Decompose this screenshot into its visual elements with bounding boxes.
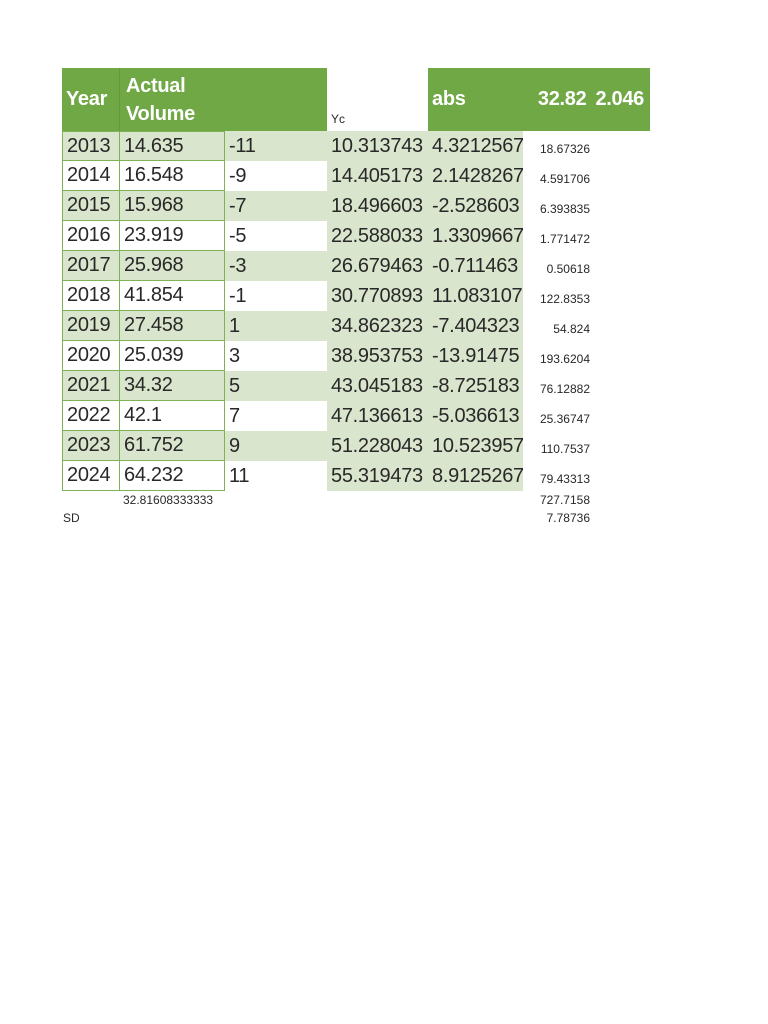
cell-squared-deviation: 0.50618 bbox=[523, 251, 592, 281]
cell-yc-trend: 30.770893 bbox=[327, 281, 428, 311]
cell-yc-trend: 43.045183 bbox=[327, 371, 428, 401]
cell-year: 2020 bbox=[62, 341, 119, 371]
cell-actual-volume: 15.968 bbox=[119, 191, 225, 221]
cell-year: 2016 bbox=[62, 221, 119, 251]
header-band-left: Year Actual Volume bbox=[62, 68, 327, 131]
cell-actual-volume: 23.919 bbox=[119, 221, 225, 251]
table-row: 2015 15.968 -7 18.496603 -2.528603 6.393… bbox=[62, 191, 592, 221]
cell-yc-trend: 38.953753 bbox=[327, 341, 428, 371]
cell-actual-volume: 14.635 bbox=[119, 131, 225, 161]
cell-abs-deviation: 8.9125267 bbox=[428, 461, 524, 491]
table-row: 2024 64.232 11 55.319473 8.9125267 79.43… bbox=[62, 461, 592, 491]
header-intercept-value: 32.82 bbox=[537, 88, 587, 110]
cell-yc-trend: 14.405173 bbox=[327, 161, 428, 191]
cell-actual-volume: 34.32 bbox=[119, 371, 225, 401]
cell-abs-deviation: 1.3309667 bbox=[428, 221, 524, 251]
cell-actual-volume: 64.232 bbox=[119, 461, 225, 491]
cell-x-deviation: 11 bbox=[225, 461, 327, 491]
cell-yc-trend: 47.136613 bbox=[327, 401, 428, 431]
cell-x-deviation: 7 bbox=[225, 401, 327, 431]
cell-abs-deviation: -13.91475 bbox=[428, 341, 523, 371]
cell-yc-trend: 10.313743 bbox=[327, 131, 428, 161]
table-row: 2022 42.1 7 47.136613 -5.036613 25.36747 bbox=[62, 401, 592, 431]
cell-yc-trend: 22.588033 bbox=[327, 221, 428, 251]
header-yc-label: Yc bbox=[331, 112, 346, 126]
cell-year: 2019 bbox=[62, 311, 119, 341]
cell-actual-volume: 61.752 bbox=[119, 431, 225, 461]
cell-x-deviation: -7 bbox=[225, 191, 327, 221]
cell-actual-volume: 27.458 bbox=[119, 311, 225, 341]
cell-abs-deviation: -7.404323 bbox=[428, 311, 523, 341]
cell-x-deviation: 5 bbox=[225, 371, 327, 401]
cell-squared-deviation: 122.8353 bbox=[523, 281, 592, 311]
cell-abs-deviation: 11.083107 bbox=[428, 281, 523, 311]
cell-actual-volume: 41.854 bbox=[119, 281, 225, 311]
cell-squared-deviation: 54.824 bbox=[523, 311, 592, 341]
cell-x-deviation: -11 bbox=[225, 131, 327, 161]
cell-x-deviation: 3 bbox=[225, 341, 327, 371]
header-coefficients: 32.82 2.046 bbox=[538, 88, 644, 111]
cell-year: 2013 bbox=[62, 131, 119, 161]
cell-abs-deviation: -0.711463 bbox=[428, 251, 523, 281]
cell-abs-deviation: 10.523957 bbox=[428, 431, 524, 461]
cell-abs-deviation: -8.725183 bbox=[428, 371, 523, 401]
header-year-label: Year bbox=[66, 88, 108, 110]
cell-squared-deviation: 110.7537 bbox=[523, 431, 592, 461]
cell-x-deviation: -5 bbox=[225, 221, 327, 251]
table-row: 2021 34.32 5 43.045183 -8.725183 76.1288… bbox=[62, 371, 592, 401]
header-band-right: abs 32.82 2.046 bbox=[428, 68, 650, 131]
cell-abs-deviation: 2.1428267 bbox=[428, 161, 524, 191]
cell-x-deviation: -1 bbox=[225, 281, 327, 311]
table-row: 2013 14.635 -11 10.313743 4.3212567 18.6… bbox=[62, 131, 592, 161]
table-row: 2020 25.039 3 38.953753 -13.91475 193.62… bbox=[62, 341, 592, 371]
mean-value: 32.81608333333 bbox=[123, 493, 214, 507]
cell-yc-trend: 34.862323 bbox=[327, 311, 428, 341]
cell-year: 2018 bbox=[62, 281, 119, 311]
cell-actual-volume: 25.968 bbox=[119, 251, 225, 281]
cell-actual-volume: 16.548 bbox=[119, 161, 225, 191]
cell-squared-deviation: 4.591706 bbox=[523, 161, 592, 191]
cell-year: 2021 bbox=[62, 371, 119, 401]
cell-year: 2022 bbox=[62, 401, 119, 431]
cell-yc-trend: 26.679463 bbox=[327, 251, 428, 281]
sum-of-squares: 727.7158 bbox=[539, 493, 590, 507]
cell-x-deviation: -9 bbox=[225, 161, 327, 191]
table-row: 2017 25.968 -3 26.679463 -0.711463 0.506… bbox=[62, 251, 592, 281]
table-row: 2019 27.458 1 34.862323 -7.404323 54.824 bbox=[62, 311, 592, 341]
header-yc-label-cell: Yc bbox=[327, 68, 428, 131]
cell-squared-deviation: 79.43313 bbox=[523, 461, 592, 491]
cell-squared-deviation: 76.12882 bbox=[523, 371, 592, 401]
sd-label: SD bbox=[63, 511, 80, 525]
cell-x-deviation: 1 bbox=[225, 311, 327, 341]
cell-squared-deviation: 6.393835 bbox=[523, 191, 592, 221]
table-row: 2014 16.548 -9 14.405173 2.1428267 4.591… bbox=[62, 161, 592, 191]
cell-squared-deviation: 25.36747 bbox=[523, 401, 592, 431]
cell-yc-trend: 51.228043 bbox=[327, 431, 428, 461]
cell-year: 2017 bbox=[62, 251, 119, 281]
cell-actual-volume: 42.1 bbox=[119, 401, 225, 431]
header-abs-label: abs bbox=[432, 88, 466, 110]
table-row: 2018 41.854 -1 30.770893 11.083107 122.8… bbox=[62, 281, 592, 311]
cell-abs-deviation: -2.528603 bbox=[428, 191, 523, 221]
data-table: 2013 14.635 -11 10.313743 4.3212567 18.6… bbox=[62, 131, 592, 491]
cell-abs-deviation: -5.036613 bbox=[428, 401, 523, 431]
cell-yc-trend: 55.319473 bbox=[327, 461, 428, 491]
cell-x-deviation: -3 bbox=[225, 251, 327, 281]
cell-x-deviation: 9 bbox=[225, 431, 327, 461]
cell-squared-deviation: 1.771472 bbox=[523, 221, 592, 251]
cell-squared-deviation: 193.6204 bbox=[523, 341, 592, 371]
table-row: 2016 23.919 -5 22.588033 1.3309667 1.771… bbox=[62, 221, 592, 251]
cell-year: 2024 bbox=[62, 461, 119, 491]
table-row: 2023 61.752 9 51.228043 10.523957 110.75… bbox=[62, 431, 592, 461]
cell-squared-deviation: 18.67326 bbox=[523, 131, 592, 161]
cell-year: 2015 bbox=[62, 191, 119, 221]
cell-year: 2014 bbox=[62, 161, 119, 191]
cell-year: 2023 bbox=[62, 431, 119, 461]
cell-yc-trend: 18.496603 bbox=[327, 191, 428, 221]
cell-abs-deviation: 4.3212567 bbox=[428, 131, 524, 161]
header-actual-volume-label: Actual Volume bbox=[119, 68, 219, 131]
cell-actual-volume: 25.039 bbox=[119, 341, 225, 371]
sd-value: 7.78736 bbox=[546, 511, 590, 525]
header-slope-value: 2.046 bbox=[595, 88, 644, 110]
